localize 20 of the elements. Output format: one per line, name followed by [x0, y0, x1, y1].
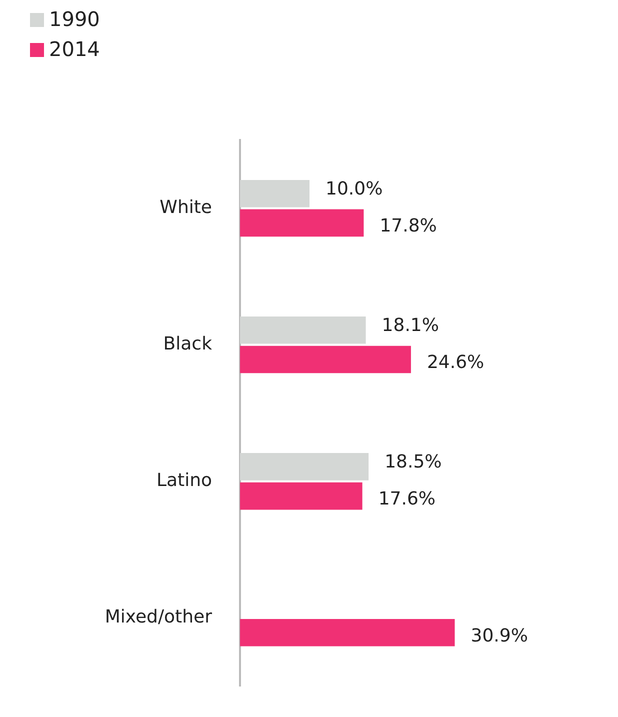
data-label: 18.1% [382, 314, 439, 336]
y-tick-label: Latino [156, 470, 212, 492]
bar [240, 209, 364, 237]
bar [240, 482, 362, 510]
data-label: 30.9% [470, 625, 528, 646]
bar [240, 453, 369, 480]
bar [240, 346, 411, 374]
data-label: 17.8% [380, 216, 437, 237]
y-tick-label: White [160, 196, 212, 218]
y-tick-label: Black [163, 333, 213, 354]
data-label: 24.6% [426, 352, 484, 374]
data-label: 18.5% [384, 451, 442, 472]
data-label: 10.0% [326, 178, 383, 200]
bar [240, 180, 310, 208]
bar [240, 618, 455, 646]
legend-label: 1990 [49, 7, 100, 31]
legend-label: 2014 [49, 37, 100, 61]
bar [240, 316, 366, 344]
data-label: 17.6% [378, 488, 436, 510]
y-tick-label: Mixed/other [104, 606, 213, 628]
